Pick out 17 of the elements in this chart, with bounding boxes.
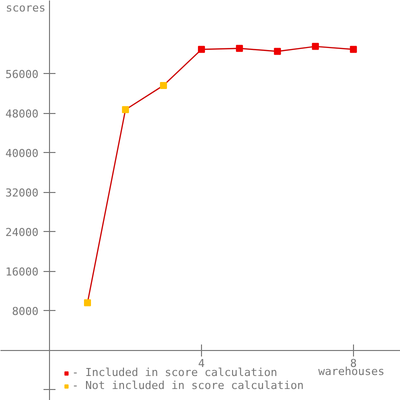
point — [274, 48, 281, 55]
y-tick-label: 8000 — [12, 305, 39, 318]
y-axis-title: scores — [6, 2, 46, 14]
y-tick-label: 40000 — [5, 147, 39, 160]
y-tick-label: 32000 — [5, 186, 39, 200]
point — [236, 44, 243, 52]
y-tick-label: 16000 — [5, 266, 39, 279]
point — [198, 46, 205, 53]
y-tick-label: 56000 — [5, 68, 39, 82]
y-tick-label: 48000 — [5, 108, 39, 121]
legend-label: - Not included in score calculation — [72, 379, 304, 392]
y-tick-label: 24000 — [5, 226, 39, 240]
point — [84, 299, 91, 306]
point — [160, 82, 167, 89]
point — [122, 106, 129, 114]
point — [312, 42, 319, 50]
point — [350, 46, 357, 53]
